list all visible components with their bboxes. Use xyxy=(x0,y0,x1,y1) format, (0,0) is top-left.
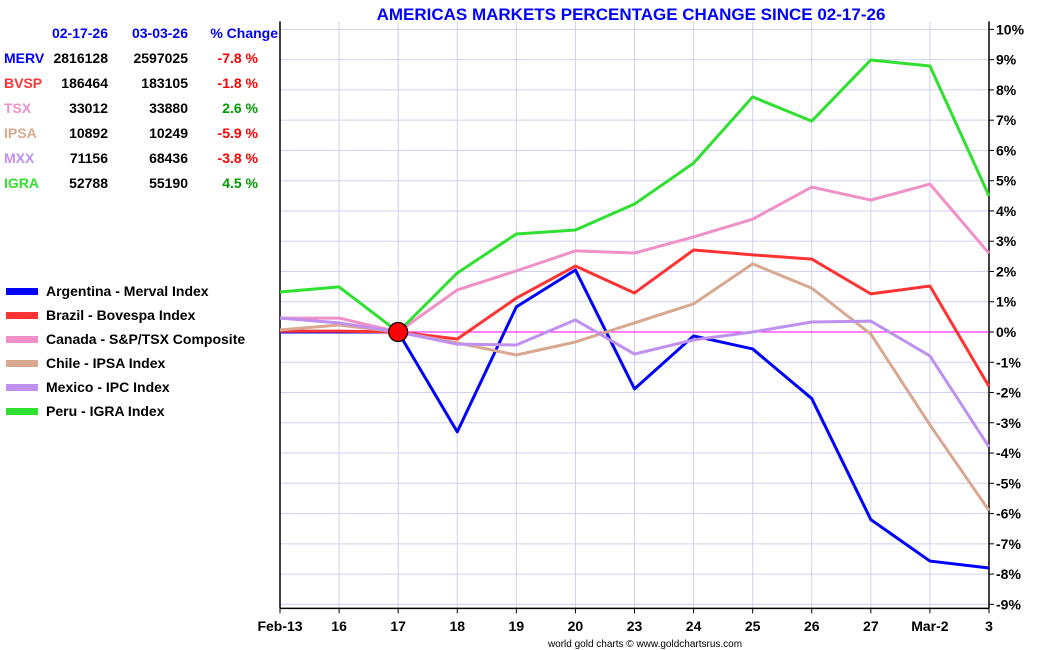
x-tick-label: Mar-2 xyxy=(911,618,949,634)
x-tick-label: 16 xyxy=(331,618,347,634)
table-code: MXX xyxy=(4,150,35,166)
table-end-value: 183105 xyxy=(141,75,188,91)
x-tick-label: 27 xyxy=(863,618,879,634)
y-tick-label: -7% xyxy=(996,536,1021,552)
table-change-value: -3.8 % xyxy=(217,150,258,166)
table-header-end: 03-03-26 xyxy=(131,25,188,41)
y-tick-label: 9% xyxy=(996,52,1017,68)
y-tick-label: -6% xyxy=(996,506,1021,522)
table-start-value: 71156 xyxy=(69,150,108,166)
y-tick-label: -4% xyxy=(996,445,1021,461)
legend-swatch xyxy=(6,311,38,319)
table-change-value: -5.9 % xyxy=(217,125,258,141)
table-end-value: 2597025 xyxy=(133,50,188,66)
table-start-value: 10892 xyxy=(69,125,108,141)
y-tick-label: 3% xyxy=(996,233,1017,249)
y-tick-label: -9% xyxy=(996,596,1021,612)
base-date-marker xyxy=(388,321,409,343)
x-tick-label: 19 xyxy=(509,618,525,634)
table-start-value: 2816128 xyxy=(53,50,108,66)
y-tick-label: -1% xyxy=(996,354,1021,370)
legend-swatch xyxy=(6,287,38,295)
table-end-value: 10249 xyxy=(149,125,188,141)
y-tick-label: 6% xyxy=(996,142,1017,158)
table-code: IGRA xyxy=(4,175,39,191)
y-tick-label: 0% xyxy=(996,324,1017,340)
legend: Argentina - Merval Index Brazil - Bovespa… xyxy=(6,279,245,423)
table-change-value: -1.8 % xyxy=(217,75,258,91)
table-start-value: 52788 xyxy=(69,175,108,191)
legend-swatch xyxy=(6,359,38,367)
legend-item: Mexico - IPC Index xyxy=(6,375,245,399)
table-start-value: 33012 xyxy=(69,100,108,116)
legend-label: Canada - S&P/TSX Composite xyxy=(46,331,246,347)
legend-item: Chile - IPSA Index xyxy=(6,351,245,375)
table-header-change: % Change xyxy=(210,25,278,41)
legend-label: Mexico - IPC Index xyxy=(46,379,170,395)
table-code: MERV xyxy=(4,50,45,66)
y-tick-label: -8% xyxy=(996,566,1021,582)
y-tick-label: -2% xyxy=(996,385,1021,401)
x-tick-label: 23 xyxy=(627,618,643,634)
x-tick-label: 25 xyxy=(745,618,761,634)
legend-label: Brazil - Bovespa Index xyxy=(46,307,196,323)
table-code: BVSP xyxy=(4,75,43,91)
legend-swatch xyxy=(6,407,38,415)
legend-label: Peru - IGRA Index xyxy=(46,403,165,419)
legend-item: Canada - S&P/TSX Composite xyxy=(6,327,245,351)
table-change-value: -7.8 % xyxy=(217,50,258,66)
y-tick-label: 5% xyxy=(996,173,1017,189)
legend-item: Peru - IGRA Index xyxy=(6,399,245,423)
table-code: IPSA xyxy=(4,125,37,141)
legend-item: Argentina - Merval Index xyxy=(6,279,245,303)
y-tick-label: -3% xyxy=(996,415,1021,431)
legend-label: Chile - IPSA Index xyxy=(46,355,166,371)
table-start-value: 186464 xyxy=(61,75,108,91)
legend-item: Brazil - Bovespa Index xyxy=(6,303,245,327)
table-end-value: 55190 xyxy=(149,175,188,191)
x-tick-label: 3 xyxy=(985,618,993,634)
table-header-start: 02-17-26 xyxy=(51,25,108,41)
legend-swatch xyxy=(6,335,38,343)
x-tick-label: 17 xyxy=(390,618,406,634)
y-tick-label: 8% xyxy=(996,82,1017,98)
y-tick-label: 2% xyxy=(996,263,1017,279)
x-tick-label: 26 xyxy=(804,618,820,634)
y-tick-label: 10% xyxy=(996,21,1025,37)
table-end-value: 68436 xyxy=(149,150,188,166)
x-tick-label: 18 xyxy=(449,618,465,634)
y-tick-label: 4% xyxy=(996,203,1017,219)
x-tick-label: Feb-13 xyxy=(257,618,302,634)
table-code: TSX xyxy=(4,100,32,116)
table-change-value: 2.6 % xyxy=(222,100,258,116)
x-tick-label: 20 xyxy=(568,618,584,634)
table-end-value: 33880 xyxy=(149,100,188,116)
y-tick-label: 7% xyxy=(996,112,1017,128)
chart-title: AMERICAS MARKETS PERCENTAGE CHANGE SINCE… xyxy=(377,5,886,24)
footer-credit: world gold charts © www.goldchartsrus.co… xyxy=(547,639,742,650)
legend-label: Argentina - Merval Index xyxy=(46,283,209,299)
y-tick-label: -5% xyxy=(996,475,1021,491)
legend-swatch xyxy=(6,383,38,391)
table-change-value: 4.5 % xyxy=(222,175,258,191)
y-tick-label: 1% xyxy=(996,294,1017,310)
x-tick-label: 24 xyxy=(686,618,702,634)
